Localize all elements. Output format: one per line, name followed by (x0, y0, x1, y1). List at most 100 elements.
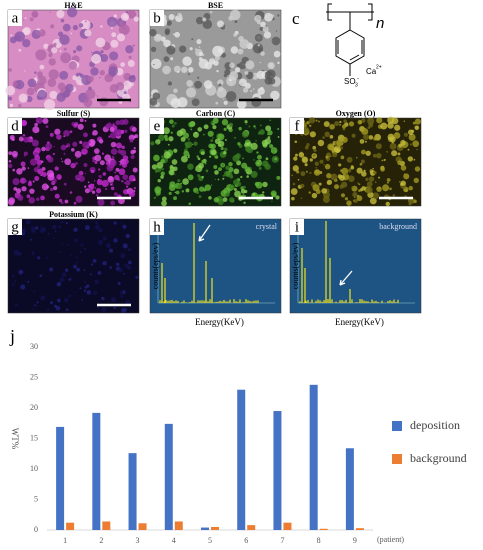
texture-dot (34, 122, 38, 127)
bar (355, 528, 364, 530)
texture-dot (16, 188, 22, 194)
panel-letter: e (154, 118, 161, 134)
texture-dot (169, 166, 175, 172)
texture-dot (20, 284, 26, 290)
texture-dot (60, 52, 72, 64)
texture-dot (21, 166, 26, 171)
texture-dot (213, 197, 220, 203)
texture-dot (60, 201, 64, 205)
texture-dot (376, 117, 383, 124)
texture-dot (296, 170, 300, 174)
texture-dot (40, 295, 46, 301)
texture-dot (321, 188, 328, 194)
texture-dot (40, 225, 43, 228)
texture-dot (99, 70, 106, 76)
texture-dot (372, 192, 380, 200)
texture-dot (182, 67, 187, 73)
texture-dot (332, 151, 338, 158)
group-sub: 3 (355, 82, 358, 88)
y-tick-label: 10 (30, 464, 38, 473)
texture-dot (361, 118, 366, 123)
texture-dot (324, 131, 330, 138)
texture-dot (187, 156, 190, 159)
texture-dot (274, 157, 278, 161)
texture-dot (214, 155, 219, 159)
texture-dot (26, 87, 35, 96)
bar (345, 448, 354, 530)
texture-dot (218, 167, 222, 172)
texture-dot (264, 138, 272, 145)
texture-dot (340, 193, 346, 198)
texture-dot (161, 196, 167, 202)
texture-dot (306, 143, 310, 147)
texture-dot (300, 171, 306, 177)
texture-dot (262, 26, 269, 33)
texture-dot (223, 127, 227, 131)
texture-dot (259, 159, 261, 162)
x-tick-label: 2 (99, 536, 103, 545)
texture-dot (203, 80, 213, 89)
texture-dot (368, 176, 375, 182)
texture-dot (76, 267, 81, 272)
texture-dot (130, 149, 135, 155)
texture-dot (238, 126, 242, 131)
texture-dot (113, 221, 117, 225)
texture-dot (49, 172, 55, 178)
texture-dot (170, 131, 173, 134)
texture-dot (398, 143, 403, 148)
texture-dot (119, 163, 122, 166)
texture-dot (94, 180, 96, 182)
texture-dot (37, 168, 44, 175)
texture-dot (9, 103, 14, 108)
texture-dot (64, 199, 69, 204)
texture-dot (183, 132, 190, 139)
texture-dot (30, 136, 33, 139)
texture-dot (102, 260, 107, 266)
texture-dot (65, 221, 69, 225)
texture-dot (110, 148, 118, 155)
image-texture (148, 9, 281, 110)
texture-dot (92, 129, 98, 136)
texture-dot (125, 10, 129, 14)
texture-dot (83, 98, 93, 108)
texture-dot (168, 136, 174, 142)
group: SO (344, 77, 356, 86)
texture-dot (198, 51, 203, 56)
texture-dot (15, 252, 19, 255)
texture-dot (324, 163, 331, 170)
panel-letter-box (8, 219, 22, 235)
texture-dot (72, 141, 78, 147)
bar (211, 526, 219, 530)
texture-dot (222, 174, 225, 177)
texture-dot (202, 17, 207, 22)
texture-dot (173, 148, 178, 153)
x-tick-label: 4 (172, 536, 176, 545)
texture-dot (304, 145, 309, 150)
texture-dot (180, 136, 186, 142)
texture-dot (276, 175, 281, 180)
texture-dot (53, 304, 58, 308)
texture-dot (120, 290, 125, 295)
texture-dot (364, 140, 367, 143)
texture-dot (254, 33, 263, 42)
texture-dot (176, 130, 184, 137)
texture-dot (168, 14, 175, 20)
texture-dot (69, 191, 73, 194)
texture-dot (91, 53, 102, 64)
texture-dot (113, 14, 118, 18)
texture-dot (90, 22, 93, 25)
texture-dot (407, 156, 414, 162)
texture-dot (217, 178, 220, 181)
cation: Ca (366, 67, 377, 76)
texture-dot (175, 190, 180, 195)
bar (164, 423, 173, 530)
texture-dot (132, 44, 135, 47)
texture-dot (387, 122, 394, 129)
texture-dot (36, 197, 40, 201)
texture-dot (373, 171, 377, 175)
texture-dot (82, 141, 89, 149)
texture-dot (27, 280, 30, 283)
texture-dot (131, 74, 136, 80)
texture-dot (168, 191, 172, 196)
panel-image (289, 218, 422, 314)
